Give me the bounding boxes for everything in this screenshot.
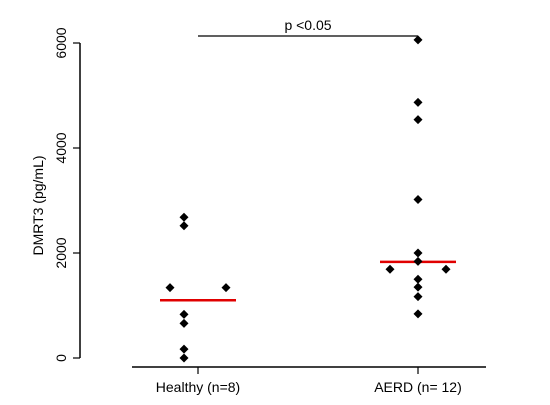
data-point	[413, 274, 423, 284]
y-tick-label: 2000	[53, 237, 69, 268]
data-point	[179, 353, 189, 363]
axis-labels: 0 2000 4000 6000 Healthy (n=8) AERD (n= 12) DM…	[30, 27, 462, 395]
y-axis-title: DMRT3 (pg/mL)	[30, 155, 46, 255]
data-point	[413, 248, 423, 258]
data-point	[179, 344, 189, 354]
data-point	[179, 221, 189, 231]
data-point	[221, 283, 231, 293]
data-point	[441, 264, 451, 274]
data-point	[165, 283, 175, 293]
data-point	[413, 292, 423, 302]
data-points	[165, 35, 451, 363]
data-point	[413, 309, 423, 319]
y-tick-label: 4000	[53, 132, 69, 163]
data-point	[179, 318, 189, 328]
significance-annotation: p <0.05	[198, 17, 418, 37]
data-point	[413, 256, 423, 266]
x-tick-label: Healthy (n=8)	[156, 379, 240, 395]
median-lines	[160, 260, 456, 302]
y-tick-label: 6000	[53, 27, 69, 58]
data-point	[385, 264, 395, 274]
axes	[73, 42, 486, 374]
data-point	[413, 115, 423, 125]
data-point	[413, 35, 423, 45]
data-point	[179, 309, 189, 319]
data-point	[413, 282, 423, 292]
y-tick-label: 0	[53, 354, 69, 362]
data-point	[179, 212, 189, 222]
x-tick-label: AERD (n= 12)	[374, 379, 462, 395]
data-point	[413, 97, 423, 107]
data-point	[413, 194, 423, 204]
significance-label: p <0.05	[284, 17, 331, 33]
